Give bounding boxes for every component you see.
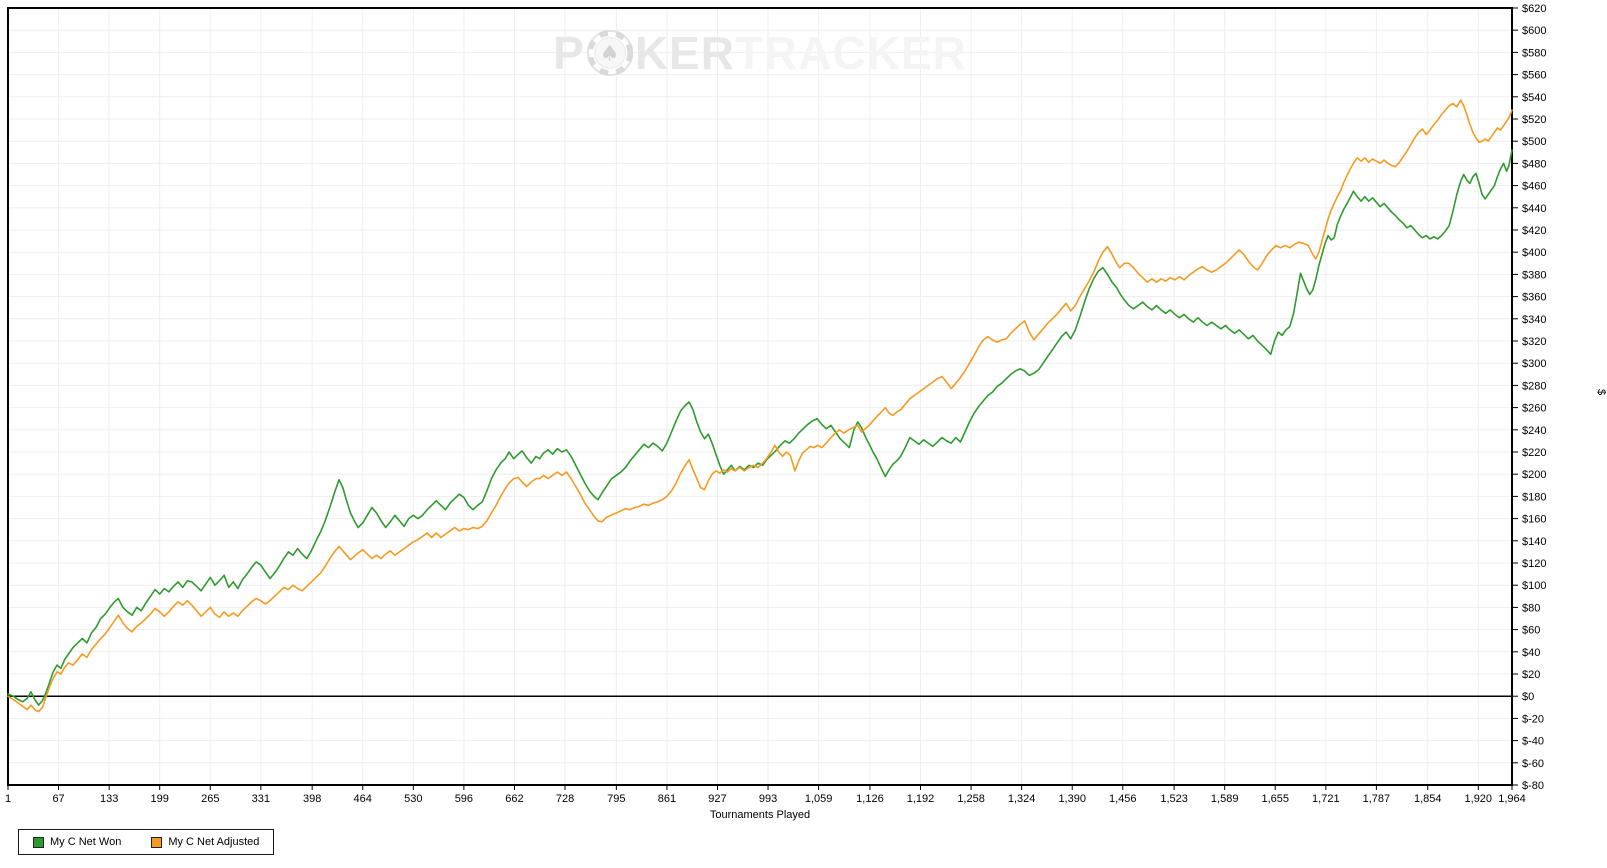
y-tick-label: $-20: [1522, 713, 1544, 725]
y-tick-label: $380: [1522, 269, 1546, 281]
x-tick-label: 133: [100, 793, 118, 805]
chart-legend: My C Net Won My C Net Adjusted: [18, 829, 275, 855]
y-tick-label: $100: [1522, 580, 1546, 592]
x-tick-label: 1,324: [1008, 793, 1036, 805]
y-tick-label: $340: [1522, 314, 1546, 326]
x-tick-label: 398: [303, 793, 321, 805]
x-tick-label: 1,920: [1465, 793, 1493, 805]
y-tick-label: $40: [1522, 647, 1540, 659]
y-tick-label: $460: [1522, 181, 1546, 193]
y-tick-label: $360: [1522, 292, 1546, 304]
y-tick-label: $600: [1522, 25, 1546, 37]
x-tick-label: 1,589: [1211, 793, 1239, 805]
plot-border: [7, 7, 1513, 786]
y-tick-label: $20: [1522, 669, 1540, 681]
y-tick-label: $520: [1522, 114, 1546, 126]
y-tick-label: $-80: [1522, 780, 1544, 792]
x-tick-label: 795: [607, 793, 625, 805]
x-tick-label: 1,787: [1363, 793, 1391, 805]
series-my-c-net-adjusted: [7, 99, 1513, 713]
x-axis: 1 67 133 199 265 331 398 464 530 596 662 728 795 861 9…: [5, 785, 1526, 805]
x-tick-label: 1,126: [856, 793, 884, 805]
x-tick-label: 1: [5, 793, 11, 805]
y-tick-label: $80: [1522, 602, 1540, 614]
y-tick-label: $220: [1522, 447, 1546, 459]
y-tick-label: $620: [1522, 3, 1546, 15]
x-tick-label: 67: [52, 793, 64, 805]
x-tick-label: 1,456: [1109, 793, 1137, 805]
legend-item-net-won: My C Net Won: [33, 836, 121, 848]
series-my-c-net-won: [7, 149, 1513, 706]
y-tick-label: $180: [1522, 491, 1546, 503]
x-tick-label: 530: [404, 793, 422, 805]
y-tick-label: $320: [1522, 336, 1546, 348]
y-tick-label: $120: [1522, 558, 1546, 570]
x-tick-label: 596: [455, 793, 473, 805]
y-tick-label: $480: [1522, 158, 1546, 170]
x-tick-label: 927: [708, 793, 726, 805]
net-won-swatch-icon: [33, 836, 44, 848]
x-tick-label: 993: [759, 793, 777, 805]
y-tick-label: $-40: [1522, 736, 1544, 748]
x-tick-label: 199: [151, 793, 169, 805]
x-tick-label: 1,059: [805, 793, 833, 805]
y-tick-label: $580: [1522, 47, 1546, 59]
x-tick-label: 1,721: [1312, 793, 1340, 805]
plot-area: $620 $600 $580 $560 $540 $520 $500 $480 $460 $440…: [5, 3, 1547, 805]
y-axis-title: $: [1595, 389, 1607, 395]
y-tick-label: $60: [1522, 625, 1540, 637]
x-tick-label: 1,854: [1414, 793, 1442, 805]
y-tick-label: $140: [1522, 536, 1546, 548]
x-tick-label: 662: [505, 793, 523, 805]
y-axis: $620 $600 $580 $560 $540 $520 $500 $480 $460 $440…: [1512, 3, 1546, 792]
y-tick-label: $240: [1522, 425, 1546, 437]
x-tick-label: 1,964: [1498, 793, 1526, 805]
legend-label-net-adjusted: My C Net Adjusted: [168, 836, 260, 848]
x-tick-label: 861: [658, 793, 676, 805]
y-tick-label: $400: [1522, 247, 1546, 259]
x-tick-label: 265: [201, 793, 219, 805]
y-tick-label: $160: [1522, 514, 1546, 526]
y-tick-label: $560: [1522, 70, 1546, 82]
y-tick-label: $260: [1522, 403, 1546, 415]
y-tick-label: $280: [1522, 380, 1546, 392]
y-tick-label: $-60: [1522, 758, 1544, 770]
x-tick-label: 1,655: [1261, 793, 1289, 805]
x-tick-label: 1,192: [907, 793, 935, 805]
x-axis-title: Tournaments Played: [710, 809, 810, 821]
x-tick-label: 1,390: [1058, 793, 1086, 805]
y-tick-label: $200: [1522, 469, 1546, 481]
y-tick-label: $540: [1522, 92, 1546, 104]
x-tick-label: 1,523: [1160, 793, 1188, 805]
y-tick-label: $440: [1522, 203, 1546, 215]
y-tick-label: $500: [1522, 136, 1546, 148]
y-tick-label: $0: [1522, 691, 1534, 703]
x-tick-label: 331: [252, 793, 270, 805]
y-tick-label: $300: [1522, 358, 1546, 370]
x-tick-label: 1,258: [957, 793, 985, 805]
y-tick-label: $420: [1522, 225, 1546, 237]
net-adjusted-swatch-icon: [151, 836, 163, 848]
gridlines: [8, 8, 1512, 785]
x-tick-label: 464: [354, 793, 372, 805]
legend-item-net-adjusted: My C Net Adjusted: [151, 836, 259, 848]
x-tick-label: 728: [556, 793, 574, 805]
legend-label-net-won: My C Net Won: [50, 836, 122, 848]
